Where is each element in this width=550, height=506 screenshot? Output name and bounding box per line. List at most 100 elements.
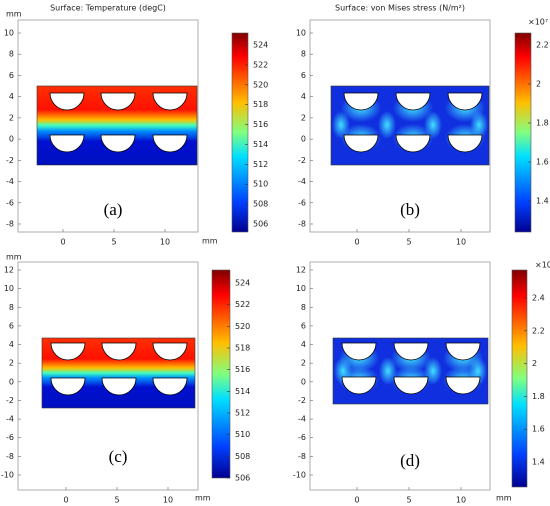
y-tick-label: 0 bbox=[301, 135, 306, 144]
x-tick-label: 5 bbox=[406, 238, 411, 247]
y-tick-label: 10 bbox=[296, 284, 306, 293]
panel-label: (d) bbox=[400, 451, 420, 470]
hole bbox=[49, 134, 85, 153]
colorbar-tick-label: 2.2 bbox=[536, 41, 549, 50]
stress-hotspot bbox=[424, 357, 442, 385]
colorbar-tick-label: 2 bbox=[532, 359, 537, 368]
y-tick-label: 4 bbox=[9, 340, 14, 349]
y-tick-label: 8 bbox=[301, 50, 306, 59]
y-tick-label: 12 bbox=[296, 266, 306, 275]
hole bbox=[100, 92, 136, 111]
hole bbox=[49, 92, 85, 111]
x-tick-label: 5 bbox=[114, 496, 119, 505]
colorbar-tick-label: 524 bbox=[253, 41, 268, 50]
y-tick-label: 0 bbox=[9, 377, 14, 386]
colorbar-tick-label: 514 bbox=[235, 387, 250, 396]
colorbar-tick-label: 2.4 bbox=[532, 294, 545, 303]
panel: 10 8 6 4 2 0 -2 -4 -6 -8 0 5 10 Surface: von Mises st… bbox=[296, 4, 549, 247]
hole bbox=[445, 342, 481, 361]
colorbar-tick-label: 512 bbox=[235, 409, 250, 418]
panel-label: (c) bbox=[109, 447, 128, 466]
hole bbox=[101, 342, 137, 361]
y-tick-label: -4 bbox=[298, 415, 306, 424]
x-tick-label: 10 bbox=[160, 238, 170, 247]
x-unit: mm bbox=[496, 494, 512, 503]
panel: 12 10 8 6 4 2 0 -2 -4 -6 -8 -10 0 5 10 mm (d) 2.4 2.2 2 1.8 1… bbox=[293, 261, 550, 505]
colorbar-tick-label: 514 bbox=[253, 140, 268, 149]
colorbar-tick-label: 520 bbox=[235, 322, 250, 331]
y-tick-label: 10 bbox=[4, 284, 14, 293]
y-tick-label: -10 bbox=[293, 471, 306, 480]
colorbar bbox=[231, 32, 249, 233]
domain-border bbox=[36, 85, 198, 166]
colorbar-tick-label: 1.4 bbox=[532, 458, 545, 467]
y-tick-label: 6 bbox=[9, 321, 14, 330]
hole bbox=[152, 134, 188, 153]
hole bbox=[101, 377, 137, 396]
hole bbox=[341, 376, 377, 395]
x-unit: mm bbox=[202, 237, 218, 246]
hole bbox=[343, 134, 379, 153]
x-tick-label: 5 bbox=[111, 238, 116, 247]
y-tick-label: 8 bbox=[301, 303, 306, 312]
y-tick-label: -6 bbox=[298, 198, 306, 207]
x-tick-label: 10 bbox=[163, 496, 173, 505]
colorbar-tick-label: 516 bbox=[235, 365, 250, 374]
x-tick-label: 0 bbox=[354, 238, 359, 247]
colorbar-tick-label: 520 bbox=[253, 80, 268, 89]
colorbar-tick-label: 1.8 bbox=[532, 392, 545, 401]
hole bbox=[447, 92, 483, 111]
hole bbox=[152, 342, 188, 361]
y-tick-label: 4 bbox=[9, 92, 14, 101]
colorbar bbox=[211, 269, 231, 479]
colorbar-tick-label: 510 bbox=[253, 180, 268, 189]
hole bbox=[152, 377, 188, 396]
y-tick-label: 8 bbox=[9, 50, 14, 59]
panel-label: (a) bbox=[104, 200, 123, 219]
colorbar-tick-label: 510 bbox=[235, 430, 250, 439]
x-tick-label: 0 bbox=[60, 238, 65, 247]
y-tick-label: 2 bbox=[301, 113, 306, 122]
hole bbox=[395, 92, 431, 111]
y-tick-label: -2 bbox=[6, 396, 14, 405]
hole bbox=[343, 92, 379, 111]
hole bbox=[393, 376, 429, 395]
y-tick-label: 0 bbox=[9, 135, 14, 144]
x-tick-label: 5 bbox=[406, 496, 411, 505]
colorbar-tick-label: 1.6 bbox=[532, 425, 545, 434]
colorbar-exponent: ×10⁷ bbox=[528, 18, 548, 27]
colorbar-tick-label: 506 bbox=[235, 474, 250, 483]
colorbar bbox=[511, 269, 528, 488]
hole bbox=[50, 342, 86, 361]
y-tick-label: 12 bbox=[4, 266, 14, 275]
y-tick-label: 2 bbox=[9, 113, 14, 122]
colorbar-tick-label: 512 bbox=[253, 160, 268, 169]
y-tick-label: 10 bbox=[4, 29, 14, 38]
y-tick-label: -10 bbox=[1, 471, 14, 480]
y-tick-label: -2 bbox=[298, 396, 306, 405]
hole bbox=[445, 376, 481, 395]
stress-hotspot bbox=[379, 357, 397, 385]
y-tick-label: 8 bbox=[9, 303, 14, 312]
y-tick-label: -4 bbox=[6, 415, 14, 424]
colorbar-tick-label: 2.2 bbox=[532, 326, 545, 335]
hole bbox=[50, 377, 86, 396]
y-unit: mm bbox=[6, 10, 22, 19]
stress-hotspot bbox=[424, 111, 442, 139]
hole bbox=[447, 134, 483, 153]
colorbar-tick-label: 508 bbox=[253, 200, 268, 209]
panel-label: (b) bbox=[400, 200, 420, 219]
y-tick-label: -4 bbox=[6, 177, 14, 186]
domain-border bbox=[332, 337, 489, 405]
x-tick-label: 10 bbox=[456, 496, 466, 505]
y-tick-label: 2 bbox=[9, 359, 14, 368]
colorbar-tick-label: 1.4 bbox=[536, 197, 549, 206]
hole bbox=[341, 342, 377, 361]
stress-hotspot bbox=[332, 111, 350, 139]
domain-border bbox=[330, 85, 490, 166]
y-tick-label: -2 bbox=[6, 156, 14, 165]
x-tick-label: 0 bbox=[63, 496, 68, 505]
stress-hotspot bbox=[378, 111, 396, 139]
